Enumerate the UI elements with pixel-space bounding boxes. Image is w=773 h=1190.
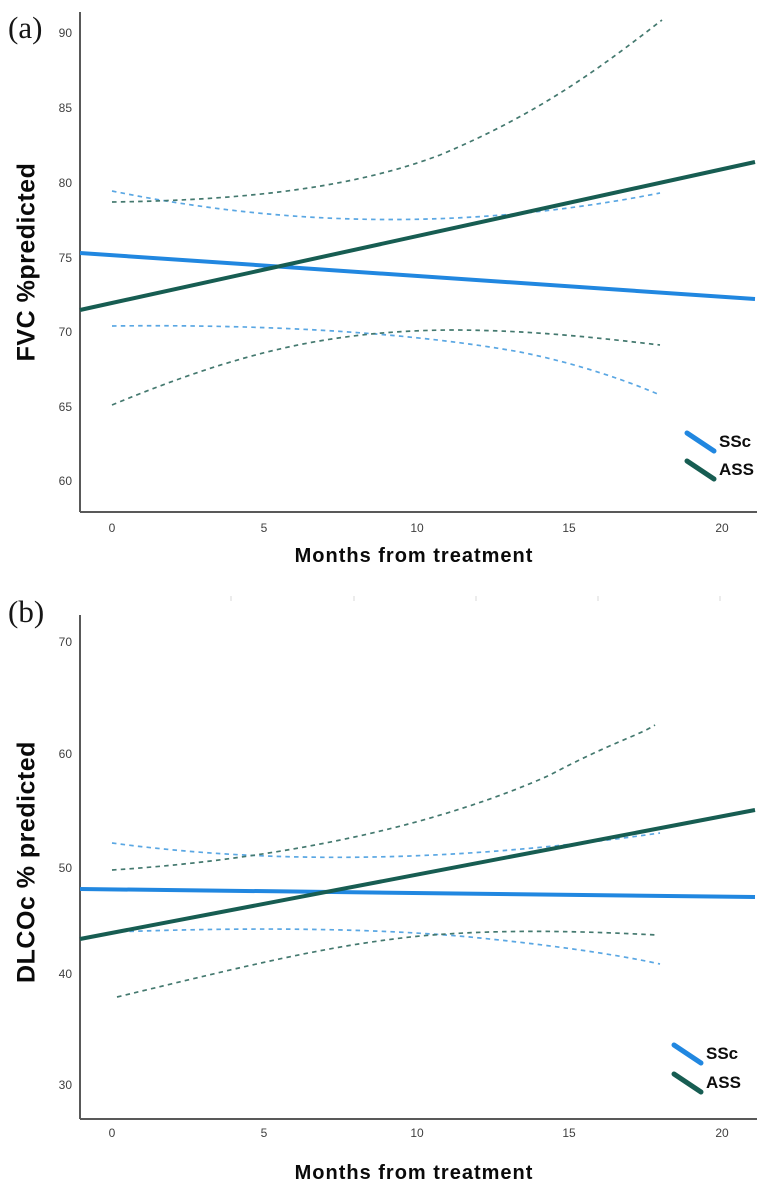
ssc-trend-line-a (79, 251, 756, 301)
ssc-trend-line-b (79, 887, 756, 899)
ass-trend-line-b (79, 808, 756, 941)
panel-a-ytick-90: 90 (58, 26, 72, 40)
panel-a-xtick-20: 20 (715, 521, 729, 535)
ass-trend-line-a (79, 160, 756, 312)
ssc-ci-upper-curve-b (111, 832, 661, 859)
panel-b-x-axis-title: Months from treatment (294, 1162, 534, 1184)
panel-b-top-artifact-ticks (230, 596, 721, 601)
panel-a-xtick-0: 0 (108, 521, 116, 535)
panel-b-ytick-70: 70 (58, 635, 72, 649)
panel-a-plot (79, 12, 757, 513)
panel-b-plot (79, 596, 757, 1120)
panel-a-xtick-15: 15 (562, 521, 576, 535)
panel-b-legend-label-ass: ASS (706, 1073, 741, 1092)
panel-b-xtick-20: 20 (715, 1126, 729, 1140)
panel-b-legend-label-ssc: SSc (706, 1044, 739, 1063)
panel-b-ytick-30: 30 (58, 1078, 72, 1092)
panel-b-ytick-60: 60 (58, 747, 72, 761)
panel-a-x-axis-title: Months from treatment (294, 545, 534, 567)
panel-b-ytick-40: 40 (58, 967, 72, 981)
panel-b-ytick-50: 50 (58, 861, 72, 875)
ass-ci-upper-curve-a (111, 19, 663, 203)
ass-ci-upper-curve-b (111, 724, 656, 871)
panel-a-ytick-85: 85 (58, 101, 72, 115)
panel-b-xtick-10: 10 (410, 1126, 424, 1140)
ssc-ci-lower-curve-b (111, 928, 661, 965)
panel-a-ytick-60: 60 (58, 474, 72, 488)
ssc-ci-lower-curve-a (111, 324, 661, 396)
ssc-ci-upper-curve-a (111, 190, 661, 221)
ass-ci-lower-curve-a (111, 329, 661, 406)
panel-b-xtick-5: 5 (260, 1126, 268, 1140)
panel-b-xtick-15: 15 (562, 1126, 576, 1140)
ssc-legend-line-icon (671, 1042, 704, 1066)
panel-a-ytick-75: 75 (58, 251, 72, 265)
panel-a-ytick-80: 80 (58, 176, 72, 190)
panel-a-xtick-5: 5 (260, 521, 268, 535)
panel-a-ytick-70: 70 (58, 325, 72, 339)
panel-b-label: (b) (8, 594, 45, 629)
ass-legend-line-icon (671, 1071, 704, 1095)
panel-a-xtick-10: 10 (410, 521, 424, 535)
panel-a-label: (a) (8, 10, 43, 45)
panel-b-xtick-0: 0 (108, 1126, 116, 1140)
ass-ci-lower-curve-b (116, 930, 658, 998)
panel-a-ytick-65: 65 (58, 400, 72, 414)
ass-legend-line-icon (684, 458, 717, 482)
ssc-legend-line-icon (684, 430, 717, 454)
panel-a-legend-label-ass: ASS (719, 460, 754, 479)
panel-a-legend-label-ssc: SSc (719, 432, 752, 451)
